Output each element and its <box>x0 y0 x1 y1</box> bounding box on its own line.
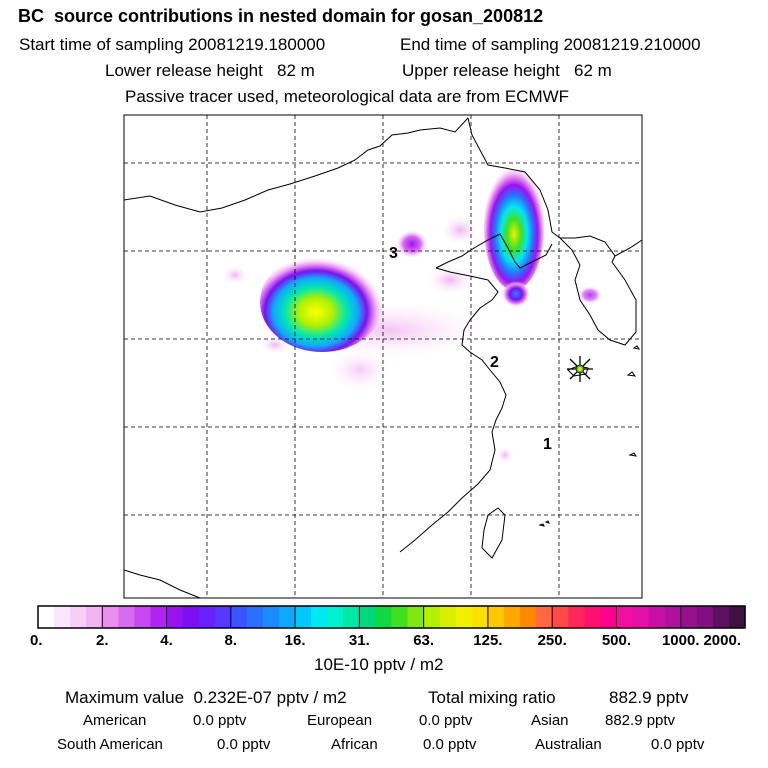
asian-label: Asian <box>531 712 569 729</box>
color-bar-swatch <box>728 606 746 628</box>
color-bar-swatch <box>520 606 537 628</box>
coastlines <box>124 117 642 598</box>
color-bar-swatch <box>568 606 585 628</box>
color-bar-swatch <box>262 606 280 628</box>
color-bar-swatch <box>182 606 200 628</box>
color-bar-swatch <box>327 606 344 628</box>
color-bar-swatch <box>118 606 136 628</box>
color-bar-swatch <box>407 606 425 628</box>
color-bar-swatch <box>664 606 682 628</box>
color-bar-level-label: 2000. <box>703 632 741 649</box>
lower-release-height: Lower release height 82 m <box>105 61 315 80</box>
color-bar-swatch <box>648 606 666 628</box>
total-mixing-value: 882.9 pptv <box>609 688 689 707</box>
color-bar-level-label: 125. <box>473 632 502 649</box>
color-bar-swatch <box>616 606 634 628</box>
region-marker-2: 2 <box>490 354 499 371</box>
color-bar-frame <box>37 605 746 629</box>
upper-release-height: Upper release height 62 m <box>402 61 612 80</box>
color-bar-level-label: 500. <box>602 632 631 649</box>
australian-value: 0.0 pptv <box>651 736 705 753</box>
african-label: African <box>331 736 378 753</box>
tracer-info: Passive tracer used, meteorological data… <box>125 87 570 106</box>
color-bar-level-label: 250. <box>538 632 567 649</box>
african-value: 0.0 pptv <box>423 736 477 753</box>
grid-lines <box>124 115 642 598</box>
american-label: American <box>83 712 147 729</box>
region-marker-3: 3 <box>389 245 398 262</box>
color-bar-swatch <box>471 606 489 628</box>
color-bar-swatch <box>584 606 601 628</box>
start-time-label: Start time of sampling 20081219.180000 <box>19 35 326 54</box>
color-bar-level-label: 63. <box>413 632 434 649</box>
color-bar-level-label: 4. <box>160 632 173 649</box>
color-bar-level-label: 31. <box>349 632 370 649</box>
color-bar-swatch <box>600 606 618 628</box>
european-label: European <box>307 712 373 729</box>
color-bar-swatch <box>536 606 553 628</box>
american-value: 0.0 pptv <box>193 712 247 729</box>
color-bar-level-label: 1000. <box>662 632 700 649</box>
color-bar-swatch <box>166 606 184 628</box>
end-time-label: End time of sampling 20081219.210000 <box>400 35 701 54</box>
color-bar-swatch <box>279 606 296 628</box>
color-bar-labels: 0. 2. 4. 8. 16. 31. 63. 125. 250. 500. 1000. 2000. <box>30 632 741 649</box>
plume-northeast <box>484 166 544 290</box>
color-bar-swatch <box>391 606 409 628</box>
color-bar-swatch <box>70 606 87 628</box>
color-bar-swatch <box>632 606 650 628</box>
receptor-star-icon <box>567 356 593 382</box>
color-bar-level-label: 0. <box>30 632 43 649</box>
color-bar-swatch <box>423 606 441 628</box>
region-marker-1: 1 <box>543 436 552 453</box>
color-bar-swatch <box>198 606 216 628</box>
australian-label: Australian <box>535 736 602 753</box>
total-mixing-label: Total mixing ratio <box>428 688 556 707</box>
concentration-field <box>124 117 642 598</box>
color-bar <box>37 605 746 629</box>
color-bar-swatch <box>214 606 232 628</box>
map-frame <box>123 114 643 599</box>
color-bar-swatch <box>343 606 360 628</box>
color-bar-level-label: 8. <box>225 632 238 649</box>
units-label: 10E-10 pptv / m2 <box>314 655 444 674</box>
color-bar-swatch <box>134 606 152 628</box>
color-bar-swatch <box>246 606 264 628</box>
color-bar-swatch <box>680 606 698 628</box>
color-bar-swatch <box>696 606 714 628</box>
color-bar-swatch <box>295 606 312 628</box>
color-bar-swatch <box>359 606 377 628</box>
color-bar-level-label: 16. <box>285 632 306 649</box>
color-bar-swatch <box>102 606 119 628</box>
chart-title: BC source contributions in nested domain… <box>18 6 544 26</box>
maximum-value: Maximum value 0.232E-07 pptv / m2 <box>65 688 347 707</box>
color-bar-swatch <box>552 606 569 628</box>
color-bar-level-label: 2. <box>96 632 109 649</box>
color-bar-swatch <box>150 606 168 628</box>
color-bar-swatch <box>311 606 328 628</box>
color-bar-swatch <box>455 606 473 628</box>
color-bar-swatch <box>230 606 248 628</box>
plume-west <box>260 252 384 352</box>
color-bar-swatch <box>86 606 103 628</box>
asian-value: 882.9 pptv <box>605 712 676 729</box>
color-bar-swatch <box>375 606 393 628</box>
color-bar-swatch <box>38 606 55 628</box>
south-american-label: South American <box>57 736 163 753</box>
color-bar-swatch <box>712 606 730 628</box>
south-american-value: 0.0 pptv <box>217 736 271 753</box>
color-bar-swatch <box>439 606 457 628</box>
color-bar-swatch <box>54 606 71 628</box>
color-bar-swatch <box>487 606 505 628</box>
european-value: 0.0 pptv <box>419 712 473 729</box>
color-bar-swatch <box>503 606 521 628</box>
